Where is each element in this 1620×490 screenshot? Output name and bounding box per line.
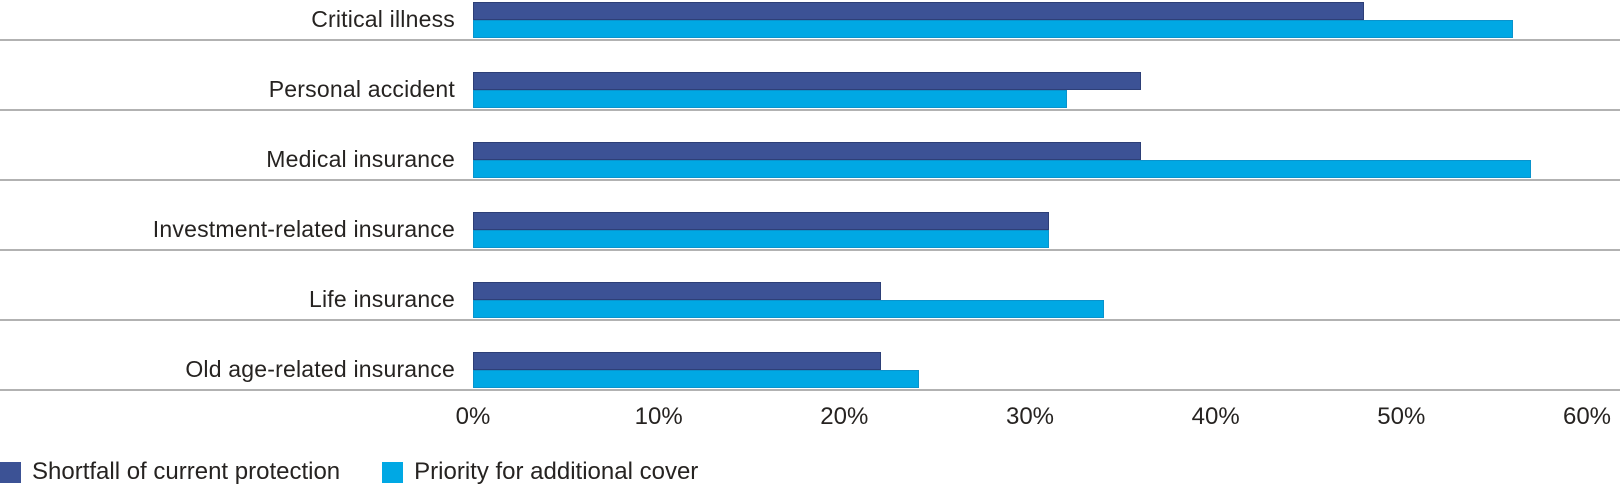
x-axis-tick-label: 30% [1005,403,1055,430]
legend-item: Shortfall of current protection [0,458,340,486]
bar-priority-for-additional-cover [473,90,1068,108]
legend-item: Priority for additional cover [382,458,698,486]
chart-row: Personal accident [0,41,1620,111]
legend-label: Priority for additional cover [414,458,699,485]
x-axis-tick-label: 0% [455,403,491,430]
bar-shortfall-of-current-protection [473,72,1142,90]
x-axis-tick-label: 20% [820,403,869,430]
bar-group [473,0,1587,38]
chart-row: Medical insurance [0,111,1620,181]
x-axis: 0% 10% 20% 30% 40% 50% 60% [0,391,1620,439]
bar-priority-for-additional-cover [473,230,1049,248]
chart-row: Life insurance [0,251,1620,321]
bar-group [473,140,1587,178]
x-axis-tick-label: 10% [634,403,683,430]
legend-label: Shortfall of current protection [32,458,341,485]
category-label: Medical insurance [266,145,455,172]
bar-group [473,210,1587,248]
legend-swatch-icon [382,461,404,483]
x-axis-tick-label: 50% [1377,403,1426,430]
category-label: Investment-related insurance [152,215,455,242]
legend-swatch-icon [0,461,21,483]
category-label: Critical illness [311,5,455,32]
category-label: Life insurance [309,285,455,312]
x-axis-tick-label: 60% [1562,403,1612,430]
x-axis-tick-label: 40% [1191,403,1240,430]
legend: Shortfall of current protection Priority … [0,458,1620,486]
bar-shortfall-of-current-protection [473,212,1049,230]
category-label: Old age-related insurance [185,355,455,382]
bar-group [473,70,1587,108]
chart-row: Old age-related insurance [0,321,1620,391]
bar-group [473,350,1587,388]
bar-priority-for-additional-cover [473,370,919,388]
bar-priority-for-additional-cover [473,20,1513,38]
chart-row: Investment-related insurance [0,181,1620,251]
bar-priority-for-additional-cover [473,300,1105,318]
bar-priority-for-additional-cover [473,160,1532,178]
bar-shortfall-of-current-protection [473,2,1365,20]
bar-shortfall-of-current-protection [473,282,882,300]
plot-area: Critical illness Personal accident Medical… [0,0,1620,391]
bar-group [473,280,1587,318]
bar-shortfall-of-current-protection [473,142,1142,160]
chart-row: Critical illness [0,0,1620,41]
bar-shortfall-of-current-protection [473,352,882,370]
category-label: Personal accident [268,75,455,102]
